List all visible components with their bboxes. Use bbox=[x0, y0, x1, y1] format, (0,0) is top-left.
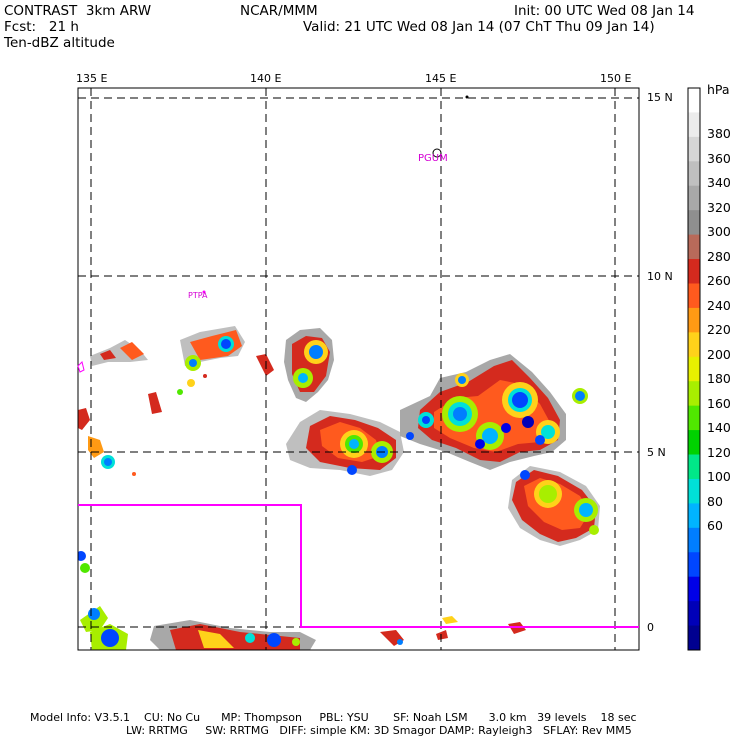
colorbar-tick-label: 100 bbox=[707, 469, 731, 484]
colorbar-unit: hPa bbox=[707, 82, 730, 97]
colorbar-tick-label: 80 bbox=[707, 493, 723, 509]
storm-cells bbox=[78, 326, 600, 650]
lon-label-150: 150 E bbox=[600, 72, 632, 85]
colorbar-swatch bbox=[688, 259, 700, 284]
colorbar-swatch bbox=[688, 527, 700, 553]
forecast-hour: Fcst: 21 h bbox=[4, 19, 79, 35]
colorbar-tick-label: 280 bbox=[707, 248, 731, 264]
colorbar-swatch bbox=[688, 454, 700, 480]
model-title: CONTRAST 3km ARW bbox=[4, 3, 152, 19]
colorbar bbox=[688, 88, 700, 651]
colorbar-swatch bbox=[688, 283, 700, 309]
colorbar-swatch bbox=[688, 625, 700, 651]
colorbar-swatch bbox=[688, 161, 700, 187]
lon-label-135: 135 E bbox=[76, 72, 108, 85]
colorbar-tick-label: 360 bbox=[707, 150, 731, 166]
colorbar-tick-label: 160 bbox=[707, 395, 731, 411]
colorbar-tick-label: 140 bbox=[707, 420, 731, 435]
colorbar-swatch bbox=[688, 185, 700, 211]
colorbar-swatch bbox=[688, 356, 700, 382]
lon-label-145: 145 E bbox=[425, 72, 457, 85]
organization: NCAR/MMM bbox=[240, 3, 318, 19]
colorbar-swatch bbox=[688, 405, 700, 431]
colorbar-frame bbox=[687, 87, 701, 651]
colorbar-tick-label: 240 bbox=[707, 297, 731, 313]
colorbar-swatch bbox=[688, 112, 700, 138]
lat-label-10n: 10 N bbox=[647, 270, 673, 283]
colorbar-swatch bbox=[688, 381, 700, 407]
guam-island bbox=[432, 148, 442, 158]
colorbar-tick-label: 380 bbox=[707, 126, 731, 141]
colorbar-swatch bbox=[688, 552, 700, 578]
domain-boundary bbox=[78, 504, 639, 628]
colorbar-swatch bbox=[688, 210, 700, 236]
model-info-line2: LW: RRTMG SW: RRTMG DIFF: simple KM: 3D … bbox=[126, 724, 632, 737]
lon-label-140: 140 E bbox=[250, 72, 282, 85]
island-marker bbox=[465, 95, 469, 99]
colorbar-tick-label: 320 bbox=[707, 199, 731, 215]
colorbar-swatch bbox=[688, 88, 700, 113]
colorbar-swatch bbox=[688, 576, 700, 602]
map-frame bbox=[77, 87, 640, 651]
colorbar-swatch bbox=[688, 234, 700, 260]
graticule bbox=[78, 88, 639, 650]
colorbar-swatch bbox=[688, 601, 700, 627]
init-time: Init: 00 UTC Wed 08 Jan 14 bbox=[514, 3, 695, 19]
lat-label-5n: 5 N bbox=[647, 446, 666, 459]
station-label-ptpa: PTPA bbox=[188, 291, 208, 300]
colorbar-tick-label: 300 bbox=[707, 224, 731, 239]
station-label-pgum: PGUM bbox=[418, 153, 448, 164]
colorbar-swatch bbox=[688, 503, 700, 529]
lat-label-0: 0 bbox=[647, 621, 654, 634]
colorbar-tick-label: 120 bbox=[707, 444, 731, 460]
field-name: Ten-dBZ altitude bbox=[4, 35, 115, 51]
colorbar-swatch bbox=[688, 332, 700, 358]
island-outline bbox=[77, 361, 85, 373]
colorbar-swatch bbox=[688, 430, 700, 456]
palau-island bbox=[202, 290, 206, 294]
colorbar-tick-label: 220 bbox=[707, 322, 731, 337]
colorbar-tick-label: 260 bbox=[707, 273, 731, 288]
colorbar-swatch bbox=[688, 307, 700, 333]
lat-label-15n: 15 N bbox=[647, 91, 673, 104]
colorbar-tick-label: 60 bbox=[707, 518, 723, 533]
colorbar-swatch bbox=[688, 136, 700, 162]
colorbar-swatch bbox=[688, 478, 700, 504]
colorbar-tick-label: 180 bbox=[707, 371, 731, 386]
colorbar-tick-label: 200 bbox=[707, 346, 731, 362]
valid-time: Valid: 21 UTC Wed 08 Jan 14 (07 ChT Thu … bbox=[303, 19, 655, 35]
colorbar-tick-label: 340 bbox=[707, 175, 731, 190]
model-info-line1: Model Info: V3.5.1 CU: No Cu MP: Thompso… bbox=[30, 711, 637, 724]
